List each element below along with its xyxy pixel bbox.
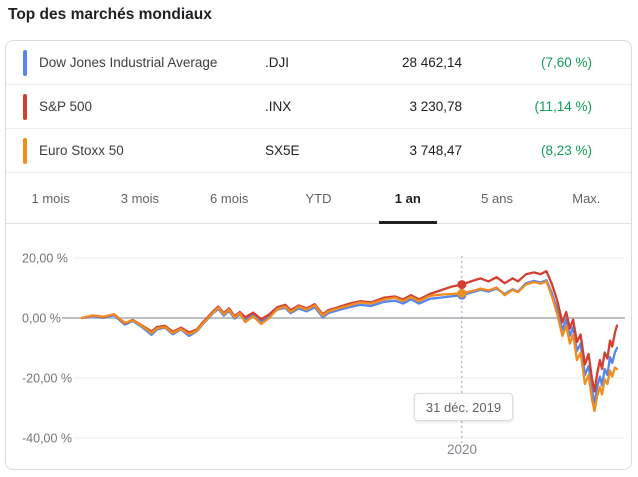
index-value: 28 462,14 bbox=[401, 55, 462, 70]
y-axis-label: 0,00 % bbox=[22, 312, 61, 326]
tab-label: 1 an bbox=[394, 190, 421, 206]
tab-3-mois[interactable]: 3 mois bbox=[120, 190, 160, 206]
y-axis-label: 20,00 % bbox=[22, 252, 68, 266]
index-change: (7,60 %) bbox=[540, 55, 592, 70]
marker-dot-euro-stoxx-50 bbox=[457, 288, 467, 298]
series-color-bar bbox=[23, 93, 27, 120]
index-value: 3 748,47 bbox=[409, 143, 462, 158]
tab-1-mois[interactable]: 1 mois bbox=[31, 190, 70, 206]
marker-dot-s-p-500 bbox=[457, 280, 467, 290]
index-change: (11,14 %) bbox=[534, 99, 592, 114]
page-title: Top des marchés mondiaux bbox=[8, 6, 212, 23]
index-row-dow-jones[interactable]: Dow Jones Industrial Average .DJI 28 462… bbox=[6, 41, 631, 85]
index-ticker: .INX bbox=[265, 99, 292, 114]
series-color-bar bbox=[23, 49, 27, 76]
index-change: (8,23 %) bbox=[540, 143, 592, 158]
performance-chart[interactable]: 20,00 % 0,00 % -20,00 % -40,00 % 31 déc. 20… bbox=[6, 221, 631, 470]
y-axis-label: -40,00 % bbox=[22, 432, 72, 446]
index-ticker: SX5E bbox=[265, 143, 300, 158]
index-name: Euro Stoxx 50 bbox=[39, 143, 124, 158]
index-name: Dow Jones Industrial Average bbox=[39, 55, 218, 70]
y-axis-label: -20,00 % bbox=[22, 372, 72, 386]
index-row-euro-stoxx[interactable]: Euro Stoxx 50 SX5E 3 748,47 (8,23 %) bbox=[6, 129, 631, 173]
tab-ytd[interactable]: YTD bbox=[305, 190, 332, 206]
series-line-dow-jones-industrial-average bbox=[80, 279, 619, 405]
time-range-tabs: 1 mois 3 mois 6 mois YTD 1 an 5 ans Max. bbox=[6, 173, 631, 224]
tab-6-mois[interactable]: 6 mois bbox=[210, 190, 249, 206]
x-axis-tick-2020: 2020 bbox=[446, 442, 478, 457]
chart-canvas[interactable]: 20,00 % 0,00 % -20,00 % -40,00 % bbox=[6, 221, 631, 470]
index-value: 3 230,78 bbox=[409, 99, 462, 114]
tab-max[interactable]: Max. bbox=[572, 190, 601, 206]
index-ticker: .DJI bbox=[265, 55, 290, 70]
series-color-bar bbox=[23, 137, 27, 164]
chart-date-tooltip: 31 déc. 2019 bbox=[414, 393, 513, 421]
tab-5-ans[interactable]: 5 ans bbox=[481, 190, 513, 206]
selected-tab-underline bbox=[378, 221, 437, 224]
tab-1-an[interactable]: 1 an bbox=[363, 173, 452, 224]
index-row-sp500[interactable]: S&P 500 .INX 3 230,78 (11,14 %) bbox=[6, 85, 631, 129]
series-line-s-p-500 bbox=[80, 270, 619, 393]
markets-card: Dow Jones Industrial Average .DJI 28 462… bbox=[5, 40, 632, 470]
index-name: S&P 500 bbox=[39, 99, 93, 114]
series-line-euro-stoxx-50 bbox=[80, 280, 619, 413]
